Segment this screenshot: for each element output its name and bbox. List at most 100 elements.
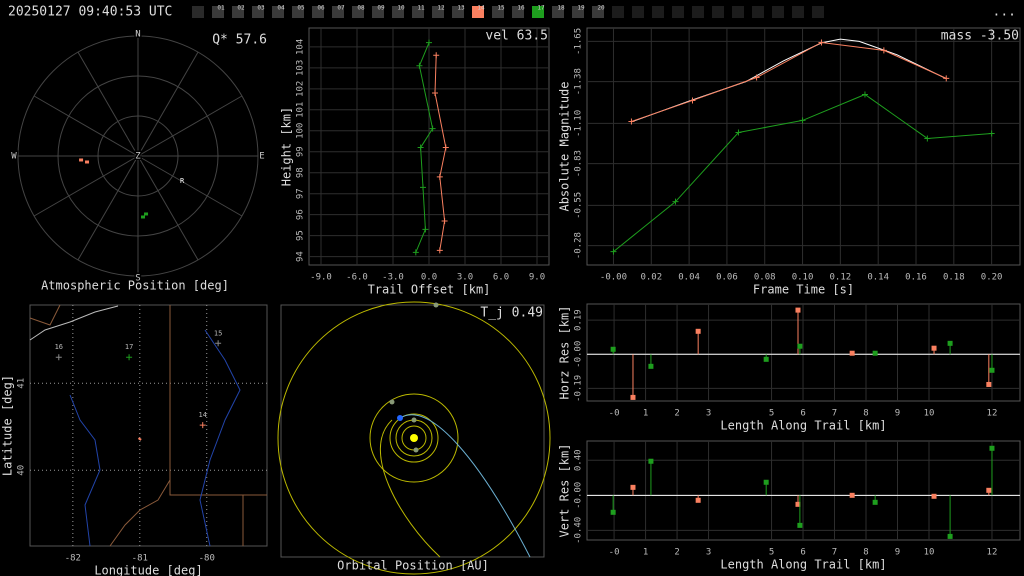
stem-marker	[931, 345, 937, 351]
map-line	[29, 305, 119, 341]
tab-label: 04	[277, 5, 285, 12]
x-tick-label: 0.0	[421, 273, 437, 283]
plot-frame	[29, 304, 268, 547]
tab[interactable]	[252, 6, 264, 18]
annotation: vel 63.5	[485, 29, 548, 44]
tab[interactable]	[312, 6, 324, 18]
y-tick-label: -1.65	[574, 28, 584, 55]
tab-label: 10	[397, 5, 405, 12]
tab[interactable]	[272, 6, 284, 18]
tab-label: 20	[597, 5, 605, 12]
tab[interactable]	[452, 6, 464, 18]
point-marker	[436, 173, 443, 180]
x-tick-label: 0.06	[716, 273, 738, 283]
x-tick-label: 10	[924, 548, 935, 558]
x-tick-label: -81	[132, 554, 148, 564]
x-tick-label: 0.10	[792, 273, 814, 283]
tab-blank	[652, 6, 664, 18]
series-line	[631, 38, 947, 123]
y-tick-label: -1.10	[574, 110, 584, 137]
y-tick-label: -0.19	[574, 375, 584, 402]
stem-marker	[648, 458, 654, 464]
trail	[137, 437, 142, 441]
y-tick-label: -0.00	[574, 341, 584, 368]
sky-point	[141, 215, 146, 219]
tab[interactable]	[372, 6, 384, 18]
point-marker	[426, 39, 432, 46]
earth	[397, 415, 403, 421]
x-axis-label: Length Along Trail [km]	[720, 419, 886, 433]
station-label: 15	[214, 329, 222, 337]
x-tick-label: -9.0	[310, 273, 332, 283]
x-tick-label: 2	[674, 409, 679, 419]
orbit-ring	[369, 393, 459, 483]
point-marker	[416, 62, 423, 69]
tab[interactable]	[392, 6, 404, 18]
tab-label: 11	[417, 5, 425, 12]
compass-label: W	[11, 152, 17, 162]
tab[interactable]	[212, 6, 224, 18]
stem-marker	[610, 346, 616, 352]
y-tick-label: 101	[296, 102, 306, 118]
point-marker	[610, 248, 617, 255]
tab[interactable]	[492, 6, 504, 18]
point-marker	[433, 52, 440, 59]
plot-frame	[586, 27, 1021, 266]
series-line	[434, 55, 447, 251]
tab[interactable]	[592, 6, 604, 18]
tab[interactable]	[512, 6, 524, 18]
trajectory	[380, 419, 441, 558]
tab-label: 06	[317, 5, 325, 12]
tab[interactable]	[532, 6, 544, 18]
x-tick-label: 7	[832, 548, 837, 558]
compass-label: Z	[135, 152, 141, 162]
stem-marker	[795, 307, 801, 313]
polar-spoke	[33, 95, 139, 157]
x-tick-label: 9	[895, 548, 900, 558]
planet	[413, 447, 419, 453]
tab-label: 15	[497, 5, 505, 12]
y-axis-label: Vert Res [km]	[558, 444, 572, 538]
y-tick-label: -0.83	[574, 150, 584, 177]
tab[interactable]	[432, 6, 444, 18]
stem-marker	[763, 356, 769, 362]
tab-label: 14	[477, 5, 485, 12]
point-marker	[436, 247, 443, 254]
tab[interactable]	[332, 6, 344, 18]
tab[interactable]	[572, 6, 584, 18]
map-line	[109, 479, 171, 547]
tab[interactable]	[352, 6, 364, 18]
tab-label: 01	[217, 5, 225, 12]
y-tick-label: 98	[296, 167, 306, 178]
tab-blank	[752, 6, 764, 18]
x-tick-label: 9.0	[529, 273, 545, 283]
tab[interactable]	[472, 6, 484, 18]
x-tick-label: -3.0	[382, 273, 404, 283]
tab[interactable]	[232, 6, 244, 18]
x-tick-label: -80	[199, 554, 215, 564]
x-tick-label: 12	[987, 409, 998, 419]
y-tick-label: 40	[17, 465, 27, 476]
y-tick-label: 95	[296, 230, 306, 241]
point-marker	[753, 74, 760, 81]
polar-spoke	[77, 51, 139, 157]
tab[interactable]	[552, 6, 564, 18]
x-tick-label: 3	[706, 548, 711, 558]
x-tick-label: 0.20	[981, 273, 1003, 283]
tab-blank	[772, 6, 784, 18]
tab[interactable]	[412, 6, 424, 18]
point-marker	[735, 129, 742, 136]
tab-blank	[632, 6, 644, 18]
y-tick-label: -0.55	[574, 192, 584, 219]
polar-spoke	[137, 95, 243, 157]
tab-blank	[612, 6, 624, 18]
x-tick-label: 1	[643, 409, 648, 419]
menu[interactable]: ...	[993, 5, 1016, 20]
map-line	[169, 305, 267, 496]
y-tick-label: 97	[296, 188, 306, 199]
sun	[410, 434, 418, 442]
tab[interactable]	[292, 6, 304, 18]
tab-label: 05	[297, 5, 305, 12]
y-axis-label: Height [km]	[280, 107, 294, 186]
series-line	[631, 41, 947, 122]
